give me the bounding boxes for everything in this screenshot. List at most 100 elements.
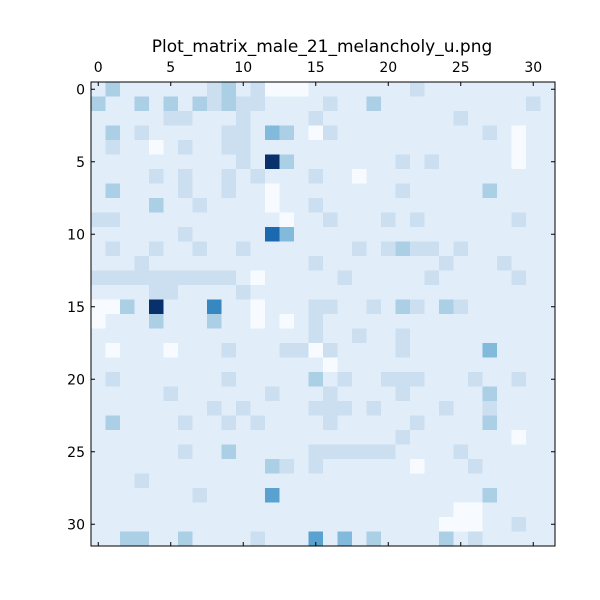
heatmap-cell — [540, 328, 556, 344]
heatmap-cell — [236, 502, 251, 518]
heatmap-cell — [352, 401, 367, 416]
heatmap-cell — [279, 343, 295, 358]
heatmap-cell — [221, 198, 237, 213]
heatmap-cell — [236, 343, 251, 358]
heatmap-cell — [439, 82, 454, 97]
heatmap-cell — [221, 357, 237, 373]
heatmap-cell — [236, 401, 251, 416]
heatmap-cell — [236, 154, 251, 170]
heatmap-cell — [134, 314, 150, 329]
heatmap-cell — [250, 430, 266, 445]
heatmap-cell — [236, 314, 251, 329]
heatmap-cell — [91, 372, 106, 387]
heatmap-cell — [221, 285, 237, 300]
heatmap-cell — [236, 357, 251, 373]
heatmap-cell — [308, 125, 324, 141]
heatmap-cell — [439, 502, 454, 518]
heatmap-cell — [453, 212, 469, 228]
heatmap-cell — [497, 299, 512, 315]
heatmap-cell — [410, 328, 425, 344]
heatmap-cell — [366, 386, 382, 402]
heatmap-cell — [192, 343, 208, 358]
heatmap-cell — [497, 241, 512, 257]
heatmap-cell — [497, 444, 512, 460]
heatmap-cell — [207, 444, 222, 460]
heatmap-cell — [497, 314, 512, 329]
heatmap-cell — [482, 328, 498, 344]
heatmap-cell — [439, 183, 454, 199]
heatmap-cell — [410, 285, 425, 300]
heatmap-cell — [250, 473, 266, 489]
heatmap-cell — [91, 82, 106, 97]
heatmap-cell — [366, 328, 382, 344]
heatmap-cell — [178, 357, 193, 373]
heatmap-cell — [163, 415, 179, 431]
heatmap-cell — [236, 517, 251, 532]
heatmap-cell — [366, 343, 382, 358]
heatmap-cell — [221, 169, 237, 184]
heatmap-cell — [526, 154, 541, 170]
heatmap-cell — [279, 285, 295, 300]
heatmap-cell — [279, 401, 295, 416]
heatmap-cell — [366, 125, 382, 141]
heatmap-cell — [497, 343, 512, 358]
heatmap-cell — [308, 357, 324, 373]
heatmap-cell — [453, 357, 469, 373]
y-tick-label: 25 — [67, 445, 85, 461]
heatmap-cell — [192, 198, 208, 213]
heatmap-cell — [410, 169, 425, 184]
heatmap-cell — [279, 517, 295, 532]
heatmap-cell — [439, 140, 454, 155]
heatmap-cell — [526, 111, 541, 126]
heatmap-cell — [439, 328, 454, 344]
heatmap-cell — [308, 111, 324, 126]
heatmap-cell — [236, 241, 251, 257]
heatmap-cell — [207, 517, 222, 532]
heatmap-cell — [279, 96, 295, 112]
heatmap-cell — [149, 343, 164, 358]
heatmap-cell — [149, 270, 164, 286]
plot-frame — [90, 81, 556, 547]
heatmap-cell — [439, 285, 454, 300]
heatmap-cell — [395, 183, 411, 199]
heatmap-cell — [134, 212, 150, 228]
heatmap-cell — [192, 270, 208, 286]
heatmap-cell — [308, 459, 324, 474]
heatmap-cell — [323, 488, 338, 503]
heatmap-cell — [540, 459, 556, 474]
heatmap-cell — [236, 111, 251, 126]
heatmap-cell — [497, 270, 512, 286]
heatmap-cell — [410, 241, 425, 257]
heatmap-cell — [439, 270, 454, 286]
heatmap-cell — [395, 415, 411, 431]
heatmap-cell — [250, 328, 266, 344]
heatmap-cell — [526, 328, 541, 344]
heatmap-cell — [540, 154, 556, 170]
heatmap-cell — [337, 517, 353, 532]
heatmap-cell — [482, 357, 498, 373]
heatmap-cell — [540, 372, 556, 387]
heatmap-cell — [439, 227, 454, 242]
heatmap-cell — [265, 328, 280, 344]
heatmap-cell — [468, 386, 483, 402]
heatmap-cell — [236, 488, 251, 503]
heatmap-cell — [105, 212, 121, 228]
heatmap-cell — [439, 372, 454, 387]
heatmap-cell — [308, 517, 324, 532]
heatmap-cell — [526, 502, 541, 518]
heatmap-cell — [192, 140, 208, 155]
heatmap-cell — [163, 256, 179, 271]
heatmap-cell — [410, 372, 425, 387]
heatmap-cell — [395, 241, 411, 257]
heatmap-cell — [105, 227, 121, 242]
heatmap-cell — [395, 517, 411, 532]
heatmap-cell — [207, 328, 222, 344]
heatmap-cell — [482, 372, 498, 387]
heatmap-cell — [120, 444, 135, 460]
heatmap-cell — [221, 343, 237, 358]
heatmap-cell — [294, 314, 309, 329]
heatmap-cell — [482, 241, 498, 257]
heatmap-cell — [453, 256, 469, 271]
heatmap-cell — [91, 531, 106, 547]
heatmap-cell — [308, 314, 324, 329]
